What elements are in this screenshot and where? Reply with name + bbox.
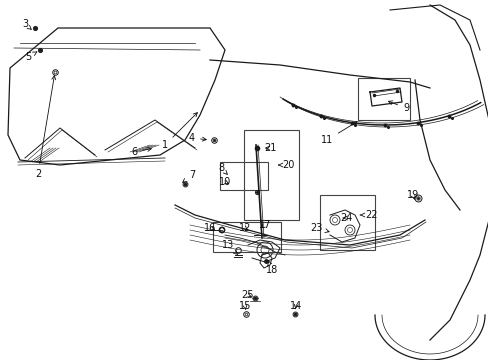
Text: 25: 25: [240, 290, 253, 300]
Text: 10: 10: [219, 177, 231, 187]
Text: 16: 16: [203, 223, 216, 233]
Text: 17: 17: [258, 220, 271, 230]
Text: 7: 7: [183, 170, 195, 183]
Text: 22: 22: [360, 210, 378, 220]
Text: 14: 14: [289, 301, 302, 311]
Text: 24: 24: [339, 213, 351, 223]
Text: 15: 15: [238, 301, 251, 311]
Text: 6: 6: [131, 147, 151, 157]
Text: 13: 13: [222, 240, 237, 255]
Text: 23: 23: [309, 223, 328, 233]
Text: 19: 19: [406, 190, 418, 200]
Text: 20: 20: [278, 160, 294, 170]
Text: 4: 4: [188, 133, 206, 143]
Text: 18: 18: [265, 261, 278, 275]
Text: 21: 21: [263, 143, 276, 153]
Text: 2: 2: [35, 76, 56, 179]
Text: 5: 5: [25, 52, 37, 62]
Text: 11: 11: [320, 122, 356, 145]
Text: 12: 12: [238, 223, 251, 233]
Text: 1: 1: [162, 113, 197, 150]
Text: 3: 3: [22, 19, 31, 30]
Text: 9: 9: [387, 101, 408, 113]
Text: 8: 8: [218, 163, 227, 174]
